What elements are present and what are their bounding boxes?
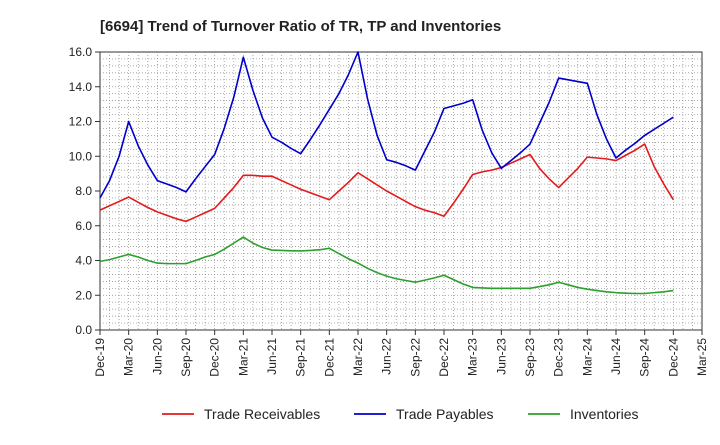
y-tick-label: 6.0 [75,219,92,233]
x-tick-label: Sep-21 [294,338,308,377]
y-tick-label: 8.0 [75,184,92,198]
x-tick-label: Dec-20 [208,338,222,377]
y-tick-label: 16.0 [69,45,93,59]
grid-lines [100,52,702,330]
legend: Trade Receivables Trade Payables Inventori… [162,406,638,422]
x-tick-label: Jun-22 [380,338,394,375]
series-line-trade-payables [99,51,674,199]
x-tick-label: Mar-23 [466,338,480,376]
x-tick-label: Dec-21 [322,338,336,377]
x-tick-label: Mar-22 [351,338,365,376]
x-tick-label: Jun-23 [494,338,508,375]
x-tick-label: Jun-20 [150,338,164,375]
x-tick-label: Jun-24 [609,338,623,375]
x-tick-label: Dec-19 [93,338,107,377]
y-tick-label: 2.0 [75,288,92,302]
chart-title: [6694] Trend of Turnover Ratio of TR, TP… [100,18,501,35]
y-tick-label: 10.0 [69,149,93,163]
x-tick-label: Sep-24 [638,338,652,377]
x-tick-label: Mar-21 [236,338,250,376]
x-axis: Dec-19 Mar-20 Jun-20 Sep-20 Dec-20 Mar-21 Jun-… [93,330,709,377]
legend-label-inventories: Inventories [570,406,638,422]
x-tick-label: Dec-23 [552,338,566,377]
x-tick-label: Sep-22 [408,338,422,377]
y-tick-label: 14.0 [69,80,93,94]
legend-label-trade-payables: Trade Payables [396,406,494,422]
x-tick-label: Mar-25 [695,338,709,376]
y-tick-label: 0.0 [75,323,92,337]
series-line-inventories [99,236,674,295]
legend-label-trade-receivables: Trade Receivables [204,406,320,422]
y-axis: 0.0 2.0 4.0 6.0 8.0 10.0 12.0 14.0 16.0 [69,45,100,337]
x-tick-label: Mar-24 [580,338,594,376]
y-tick-label: 4.0 [75,254,92,268]
x-tick-label: Sep-20 [179,338,193,377]
x-tick-label: Dec-24 [666,338,680,377]
y-tick-label: 12.0 [69,115,93,129]
x-tick-label: Mar-20 [122,338,136,376]
series-line-trade-receivables [99,143,675,223]
x-tick-label: Sep-23 [523,338,537,377]
x-tick-label: Jun-21 [265,338,279,375]
series-lines [99,51,675,295]
x-tick-label: Dec-22 [437,338,451,377]
